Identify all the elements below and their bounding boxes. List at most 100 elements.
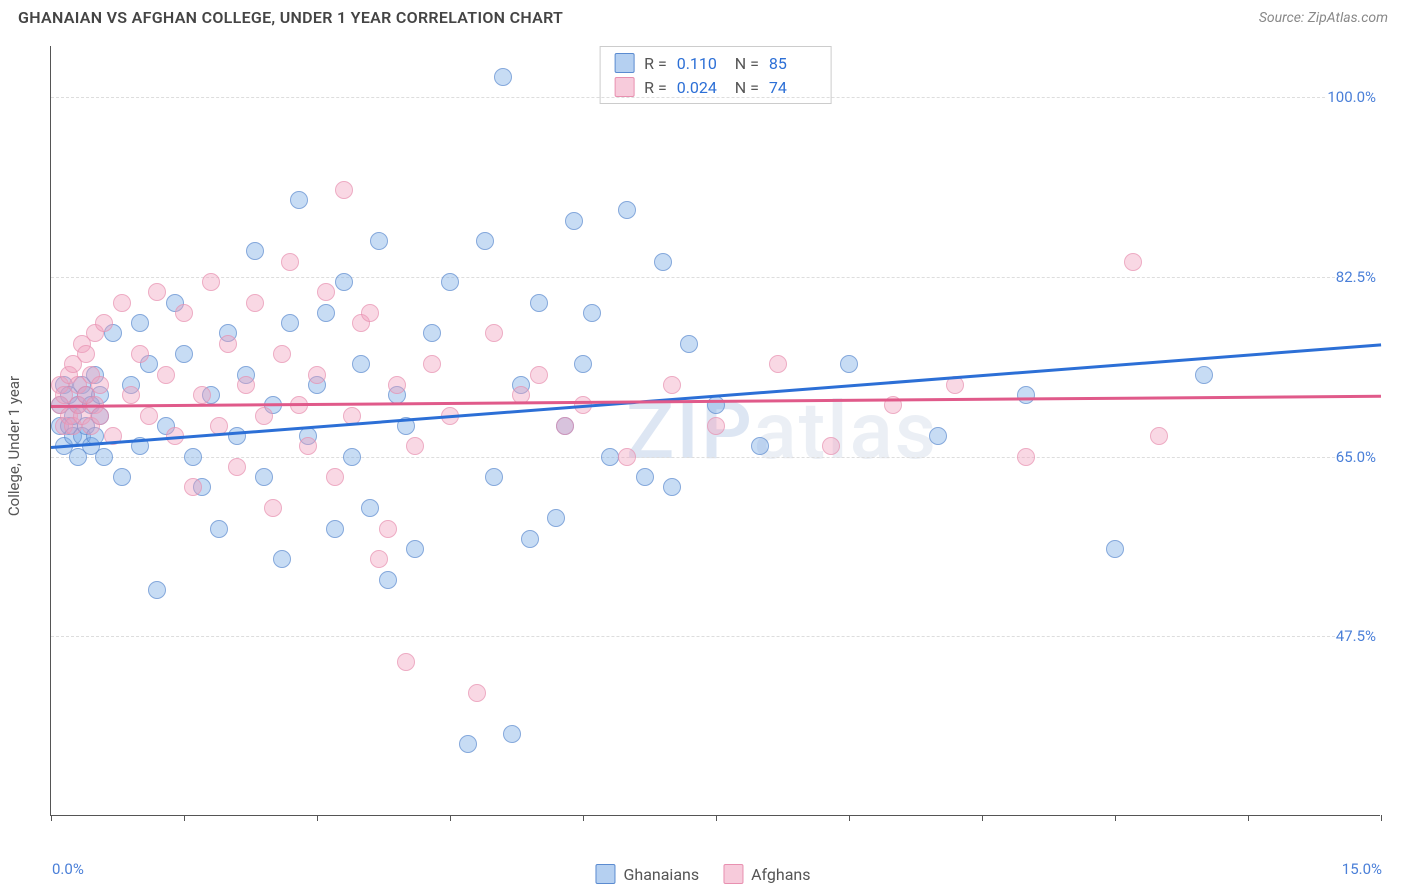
legend-item-afghans: Afghans bbox=[723, 864, 810, 884]
n-label: N = bbox=[735, 54, 759, 73]
data-point bbox=[680, 335, 698, 353]
data-point bbox=[157, 366, 175, 384]
data-point bbox=[326, 520, 344, 538]
gridline bbox=[51, 636, 1380, 637]
data-point bbox=[343, 448, 361, 466]
data-point bbox=[228, 427, 246, 445]
data-point bbox=[228, 458, 246, 476]
data-point bbox=[521, 530, 539, 548]
data-point bbox=[929, 427, 947, 445]
swatch-icon bbox=[614, 53, 634, 73]
legend-row-ghanaians: R = 0.110 N = 85 bbox=[614, 51, 817, 75]
data-point bbox=[77, 345, 95, 363]
data-point bbox=[210, 520, 228, 538]
data-point bbox=[654, 253, 672, 271]
source-label: Source: ZipAtlas.com bbox=[1259, 10, 1388, 26]
data-point bbox=[707, 417, 725, 435]
data-point bbox=[175, 345, 193, 363]
n-label: N = bbox=[735, 78, 759, 97]
r-label: R = bbox=[644, 54, 667, 73]
data-point bbox=[1017, 386, 1035, 404]
x-tick bbox=[1115, 815, 1116, 821]
gridline bbox=[51, 97, 1380, 98]
data-point bbox=[423, 324, 441, 342]
y-tick-label: 82.5% bbox=[1336, 268, 1382, 286]
data-point bbox=[299, 437, 317, 455]
data-point bbox=[547, 509, 565, 527]
gridline bbox=[51, 457, 1380, 458]
data-point bbox=[175, 304, 193, 322]
data-point bbox=[95, 314, 113, 332]
swatch-icon bbox=[723, 864, 743, 884]
data-point bbox=[618, 201, 636, 219]
r-value: 0.024 bbox=[677, 78, 725, 97]
legend-label: Ghanaians bbox=[623, 865, 699, 884]
data-point bbox=[352, 355, 370, 373]
data-point bbox=[370, 232, 388, 250]
data-point bbox=[91, 407, 109, 425]
x-tick bbox=[51, 815, 52, 821]
data-point bbox=[122, 386, 140, 404]
data-point bbox=[406, 437, 424, 455]
data-point bbox=[264, 499, 282, 517]
data-point bbox=[113, 294, 131, 312]
data-point bbox=[1106, 540, 1124, 558]
data-point bbox=[113, 468, 131, 486]
correlation-legend: R = 0.110 N = 85 R = 0.024 N = 74 bbox=[599, 46, 832, 104]
data-point bbox=[246, 242, 264, 260]
data-point bbox=[379, 520, 397, 538]
x-tick bbox=[982, 815, 983, 821]
data-point bbox=[663, 478, 681, 496]
x-tick bbox=[184, 815, 185, 821]
data-point bbox=[317, 304, 335, 322]
data-point bbox=[556, 417, 574, 435]
x-tick bbox=[583, 815, 584, 821]
data-point bbox=[246, 294, 264, 312]
data-point bbox=[583, 304, 601, 322]
x-tick bbox=[1381, 815, 1382, 821]
data-point bbox=[822, 437, 840, 455]
data-point bbox=[281, 314, 299, 332]
data-point bbox=[441, 273, 459, 291]
data-point bbox=[281, 253, 299, 271]
x-axis-max: 15.0% bbox=[1342, 860, 1382, 878]
n-value: 85 bbox=[769, 54, 817, 73]
data-point bbox=[361, 304, 379, 322]
y-axis-label: College, Under 1 year bbox=[5, 376, 23, 516]
data-point bbox=[618, 448, 636, 466]
data-point bbox=[494, 68, 512, 86]
x-tick bbox=[1248, 815, 1249, 821]
data-point bbox=[326, 468, 344, 486]
data-point bbox=[131, 314, 149, 332]
data-point bbox=[1195, 366, 1213, 384]
legend-label: Afghans bbox=[751, 865, 810, 884]
data-point bbox=[1017, 448, 1035, 466]
data-point bbox=[335, 181, 353, 199]
data-point bbox=[140, 407, 158, 425]
data-point bbox=[255, 407, 273, 425]
data-point bbox=[459, 735, 477, 753]
data-point bbox=[202, 273, 220, 291]
data-point bbox=[503, 725, 521, 743]
n-value: 74 bbox=[769, 78, 817, 97]
data-point bbox=[397, 653, 415, 671]
data-point bbox=[237, 376, 255, 394]
data-point bbox=[1124, 253, 1142, 271]
data-point bbox=[601, 448, 619, 466]
data-point bbox=[769, 355, 787, 373]
data-point bbox=[184, 478, 202, 496]
data-point bbox=[565, 212, 583, 230]
x-tick bbox=[716, 815, 717, 821]
scatter-chart: ZIPatlas R = 0.110 N = 85 R = 0.024 N = … bbox=[50, 46, 1380, 816]
data-point bbox=[468, 684, 486, 702]
x-tick bbox=[450, 815, 451, 821]
gridline bbox=[51, 277, 1380, 278]
series-legend: Ghanaians Afghans bbox=[595, 864, 810, 884]
data-point bbox=[485, 468, 503, 486]
swatch-icon bbox=[595, 864, 615, 884]
data-point bbox=[335, 273, 353, 291]
y-tick-label: 65.0% bbox=[1336, 448, 1382, 466]
legend-item-ghanaians: Ghanaians bbox=[595, 864, 699, 884]
data-point bbox=[388, 376, 406, 394]
data-point bbox=[751, 437, 769, 455]
